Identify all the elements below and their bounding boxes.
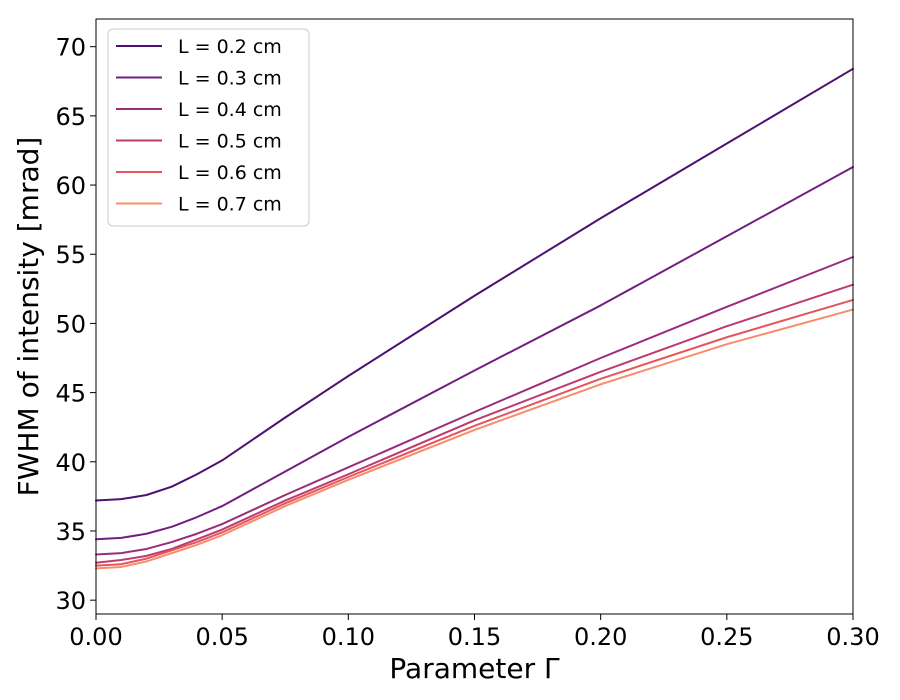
series-line-4 — [95, 283, 854, 564]
x-axis: 0.00 0.05 0.10 0.15 0.20 0.25 0.30 — [69, 614, 880, 651]
y-tick-label: 65 — [55, 103, 86, 131]
legend-label: L = 0.2 cm — [178, 36, 282, 58]
x-tick-label: 0.15 — [448, 623, 501, 651]
series-line-6 — [95, 308, 854, 570]
series-line-5 — [95, 298, 854, 567]
plot-lines — [95, 67, 854, 570]
y-tick-label: 55 — [55, 241, 86, 269]
y-tick-label: 50 — [55, 310, 86, 338]
series-line-3 — [95, 256, 854, 556]
x-tick-label: 0.00 — [69, 623, 122, 651]
y-tick-label: 45 — [55, 380, 86, 408]
series-line-1 — [95, 67, 854, 502]
x-tick-label: 0.20 — [574, 623, 627, 651]
y-axis: 30 35 40 45 50 55 60 65 70 — [55, 34, 96, 615]
legend: L = 0.2 cm L = 0.3 cm L = 0.4 cm L = 0.5 cm… — [107, 28, 310, 227]
x-tick-label: 0.25 — [700, 623, 753, 651]
y-tick-label: 60 — [55, 172, 86, 200]
x-tick-label: 0.05 — [195, 623, 248, 651]
y-tick-label: 70 — [55, 34, 86, 62]
legend-label: L = 0.5 cm — [178, 131, 282, 153]
series-line-2 — [95, 166, 854, 541]
y-tick-label: 35 — [55, 518, 86, 546]
y-tick-label: 40 — [55, 449, 86, 477]
legend-label: L = 0.3 cm — [178, 68, 282, 90]
legend-label: L = 0.6 cm — [178, 162, 282, 184]
legend-label: L = 0.4 cm — [178, 99, 282, 121]
y-tick-label: 30 — [55, 587, 86, 615]
x-tick-label: 0.30 — [826, 623, 879, 651]
x-tick-label: 0.10 — [322, 623, 375, 651]
x-axis-label: Parameter Γ — [389, 652, 560, 685]
legend-label: L = 0.7 cm — [178, 194, 282, 216]
y-axis-label: FWHM of intensity [mrad] — [12, 137, 45, 497]
